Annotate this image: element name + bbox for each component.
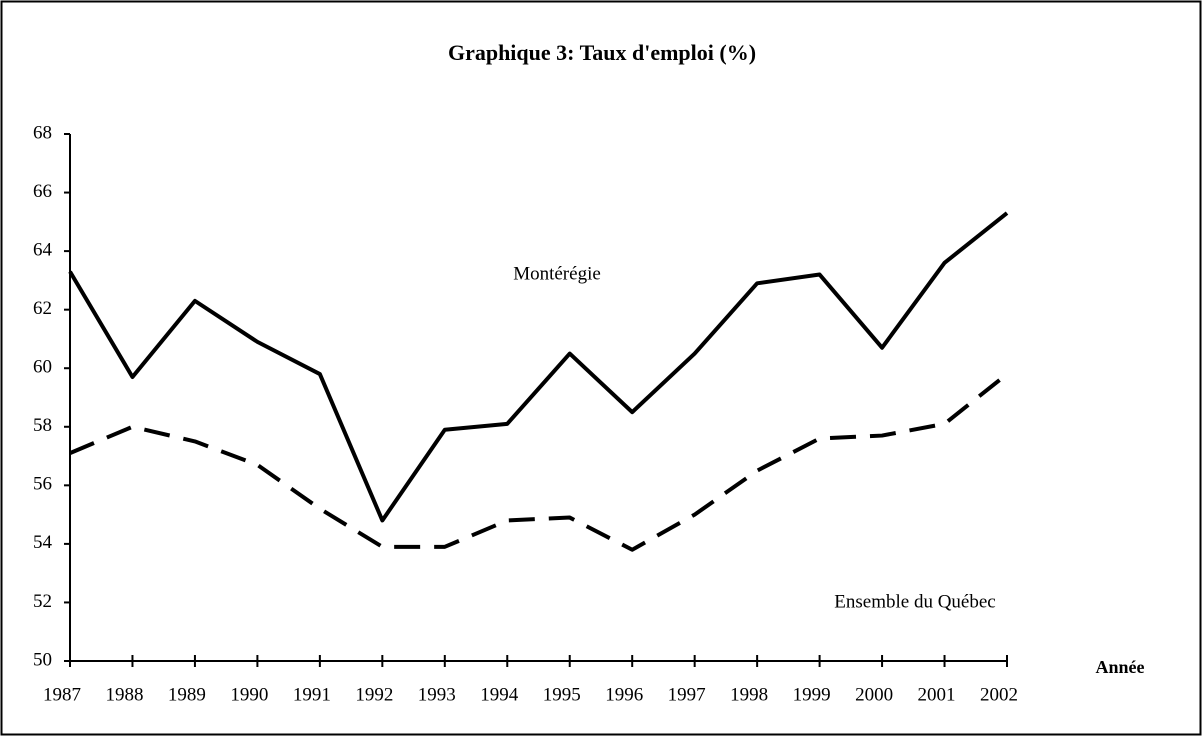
y-tick-label: 64 — [33, 239, 53, 260]
x-tick-label: 1994 — [480, 684, 519, 705]
y-tick-label: 56 — [33, 474, 52, 495]
y-tick-label: 52 — [33, 591, 52, 612]
series-label: Montérégie — [513, 263, 601, 284]
y-tick-label: 58 — [33, 415, 52, 436]
x-tick-label: 1987 — [43, 684, 81, 705]
x-tick-label: 1997 — [668, 684, 706, 705]
x-tick-label: 2001 — [918, 684, 956, 705]
x-tick-label: 1992 — [355, 684, 393, 705]
series-line — [68, 211, 1009, 523]
x-tick-label: 1999 — [793, 684, 831, 705]
series-line — [69, 372, 1009, 552]
x-tick-label: 1993 — [418, 684, 456, 705]
x-tick-label: 1996 — [605, 684, 643, 705]
y-tick-label: 62 — [33, 298, 52, 319]
x-tick-label: 1991 — [293, 684, 331, 705]
y-tick-label: 50 — [33, 649, 52, 670]
x-tick-label: 2000 — [855, 684, 893, 705]
x-tick-label: 1989 — [168, 684, 206, 705]
x-tick-label: 1990 — [230, 684, 268, 705]
x-axis-title: Année — [1096, 657, 1145, 677]
y-tick-label: 66 — [33, 181, 52, 202]
x-tick-label: 1998 — [730, 684, 768, 705]
x-tick-label: 1995 — [543, 684, 581, 705]
series-label: Ensemble du Québec — [834, 591, 995, 612]
x-tick-label: 2002 — [980, 684, 1018, 705]
y-tick-label: 54 — [33, 532, 53, 553]
y-tick-label: 68 — [33, 122, 52, 143]
y-tick-label: 60 — [33, 357, 52, 378]
chart-title: Graphique 3: Taux d'emploi (%) — [448, 40, 756, 65]
x-tick-label: 1988 — [105, 684, 143, 705]
